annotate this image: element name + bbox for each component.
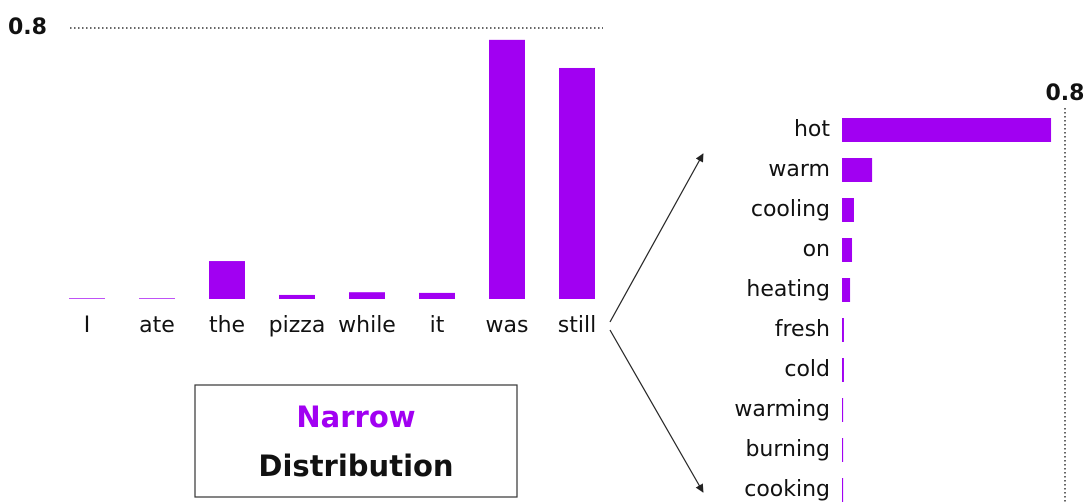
x-tick-label: I (84, 313, 91, 338)
bar (842, 118, 1052, 142)
x-tick-label: it (430, 313, 445, 338)
y-tick-label: cooking (744, 477, 830, 502)
bar (279, 294, 315, 299)
y-tick-label: hot (794, 117, 830, 142)
bar (842, 478, 844, 502)
y-tick-label: heating (746, 277, 830, 302)
x-tick-label: the (209, 313, 245, 338)
annotation-text: Distribution (258, 449, 453, 483)
x-tick-label: ate (139, 313, 175, 338)
bar (842, 198, 854, 222)
bar (842, 358, 844, 382)
annotation-highlight: Narrow (296, 400, 415, 434)
x-tick-label: still (558, 313, 596, 338)
bar (842, 398, 844, 422)
x-tick-label: while (338, 313, 396, 338)
bar (489, 39, 525, 299)
y-tick-label: warm (768, 157, 830, 182)
y-tick-label: 0.8 (8, 15, 47, 40)
x-tick-label: pizza (269, 313, 326, 338)
y-tick-label: on (803, 237, 830, 262)
bar (209, 261, 245, 299)
bar (69, 298, 105, 299)
bar (419, 292, 455, 299)
arrow (609, 329, 704, 493)
y-tick-label: burning (745, 437, 830, 462)
annotation-box (194, 384, 518, 498)
y-tick-label: cold (784, 357, 830, 382)
y-tick-label: warming (734, 397, 830, 422)
bar (842, 158, 873, 182)
x-tick-label: was (486, 313, 529, 338)
x-tick-label: 0.8 (1046, 81, 1085, 106)
bar (349, 292, 385, 299)
y-tick-label: cooling (751, 197, 830, 222)
bar (842, 318, 844, 342)
bar (842, 438, 844, 462)
bar (842, 278, 851, 302)
arrow (609, 153, 704, 323)
bar (139, 298, 175, 299)
y-tick-label: fresh (775, 317, 830, 342)
bar (842, 238, 853, 262)
bar (559, 67, 595, 299)
